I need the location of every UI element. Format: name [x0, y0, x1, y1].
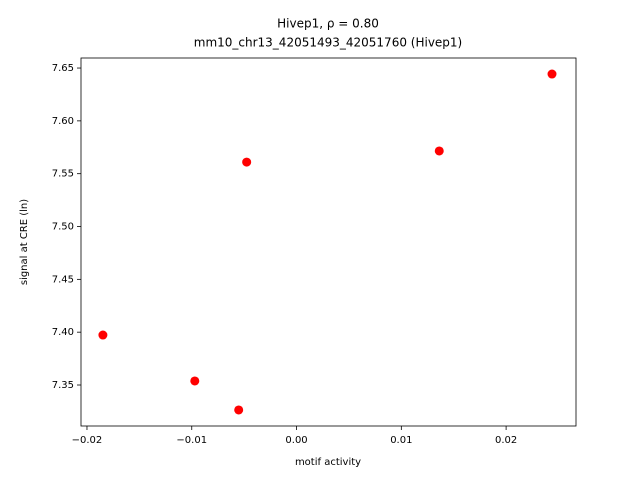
y-tick-label: 7.50 — [52, 222, 74, 233]
y-tick-label: 7.45 — [52, 274, 74, 285]
y-tick-label: 7.35 — [52, 380, 74, 391]
point — [434, 146, 444, 156]
y-tick-label: 7.65 — [52, 63, 74, 74]
y-tick-label: 7.60 — [52, 116, 74, 127]
point — [98, 330, 108, 340]
y-tick-label: 7.55 — [52, 169, 74, 180]
point — [547, 69, 557, 79]
y-axis-label: signal at CRE (ln) — [19, 199, 30, 285]
x-tick-label: 0.02 — [495, 435, 517, 446]
x-tick-label: 0.00 — [285, 435, 307, 446]
point — [242, 157, 252, 167]
y-tick-label: 7.40 — [52, 327, 74, 338]
x-tick-label: −0.01 — [176, 435, 207, 446]
point — [234, 405, 244, 415]
plot-frame — [80, 57, 577, 427]
x-tick-label: −0.02 — [72, 435, 103, 446]
chart-title: Hivep1, ρ = 0.80 — [277, 17, 379, 31]
chart-subtitle: mm10_chr13_42051493_42051760 (Hivep1) — [194, 36, 462, 50]
x-axis-label: motif activity — [295, 457, 361, 468]
x-tick-label: 0.01 — [390, 435, 412, 446]
point — [190, 376, 200, 386]
